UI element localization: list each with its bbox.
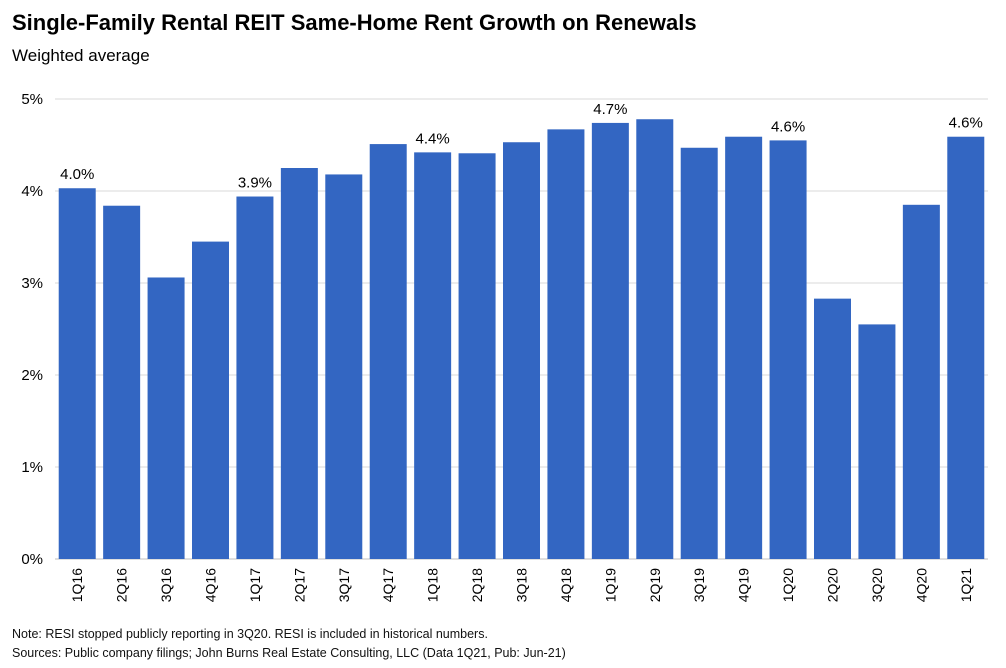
bar xyxy=(858,324,896,559)
x-tick-label: 4Q20 xyxy=(913,568,929,602)
bar xyxy=(947,136,985,559)
chart-title: Single-Family Rental REIT Same-Home Rent… xyxy=(12,10,697,35)
data-label: 4.7% xyxy=(593,101,627,118)
bar xyxy=(769,140,807,559)
data-label: 3.9% xyxy=(238,175,272,192)
bar xyxy=(147,277,185,559)
y-tick-label: 4% xyxy=(21,183,43,200)
x-tick-label: 3Q19 xyxy=(691,568,707,602)
bar xyxy=(414,152,452,560)
x-tick-label: 1Q18 xyxy=(425,568,441,602)
bar xyxy=(280,168,318,559)
x-tick-label: 4Q19 xyxy=(736,568,752,602)
x-tick-label: 4Q18 xyxy=(558,568,574,602)
footnote: Note: RESI stopped publicly reporting in… xyxy=(12,627,488,641)
bar xyxy=(192,241,229,559)
source-note: Sources: Public company filings; John Bu… xyxy=(12,646,566,660)
bar xyxy=(58,188,96,560)
x-tick-label: 4Q17 xyxy=(380,568,396,602)
bar xyxy=(902,204,940,560)
y-tick-label: 2% xyxy=(21,367,43,384)
x-tick-label: 1Q19 xyxy=(602,568,618,602)
bar xyxy=(503,142,540,560)
x-tick-label: 2Q19 xyxy=(647,568,663,602)
x-tick-label: 1Q21 xyxy=(958,568,974,602)
x-tick-label: 2Q18 xyxy=(469,568,485,602)
x-tick-label: 1Q20 xyxy=(780,568,796,602)
x-tick-label: 2Q16 xyxy=(114,568,130,602)
x-tick-label: 2Q20 xyxy=(825,568,841,602)
data-label: 4.4% xyxy=(416,130,450,147)
y-tick-label: 0% xyxy=(21,551,43,568)
x-tick-label: 2Q17 xyxy=(291,568,307,602)
bar xyxy=(591,122,629,560)
bar xyxy=(369,144,407,559)
x-tick-label: 1Q16 xyxy=(69,568,85,602)
y-tick-label: 5% xyxy=(21,91,43,108)
y-tick-label: 1% xyxy=(21,459,43,476)
bar xyxy=(725,136,763,559)
x-tick-label: 4Q16 xyxy=(203,568,219,602)
x-tick-label: 3Q18 xyxy=(514,568,530,602)
bar xyxy=(458,153,496,559)
bar xyxy=(636,119,674,560)
x-tick-label: 1Q17 xyxy=(247,568,263,602)
data-label: 4.0% xyxy=(60,166,94,183)
x-tick-label: 3Q16 xyxy=(158,568,174,602)
bar xyxy=(103,205,141,559)
bar xyxy=(680,147,718,559)
chart-subtitle: Weighted average xyxy=(12,46,150,65)
bar xyxy=(547,129,585,560)
x-tick-label: 3Q17 xyxy=(336,568,352,602)
bar xyxy=(236,196,274,559)
data-label: 4.6% xyxy=(771,118,805,135)
data-label: 4.6% xyxy=(949,115,983,132)
y-tick-label: 3% xyxy=(21,275,43,292)
x-tick-label: 3Q20 xyxy=(869,568,885,602)
bar xyxy=(814,298,851,559)
bar xyxy=(325,174,363,559)
